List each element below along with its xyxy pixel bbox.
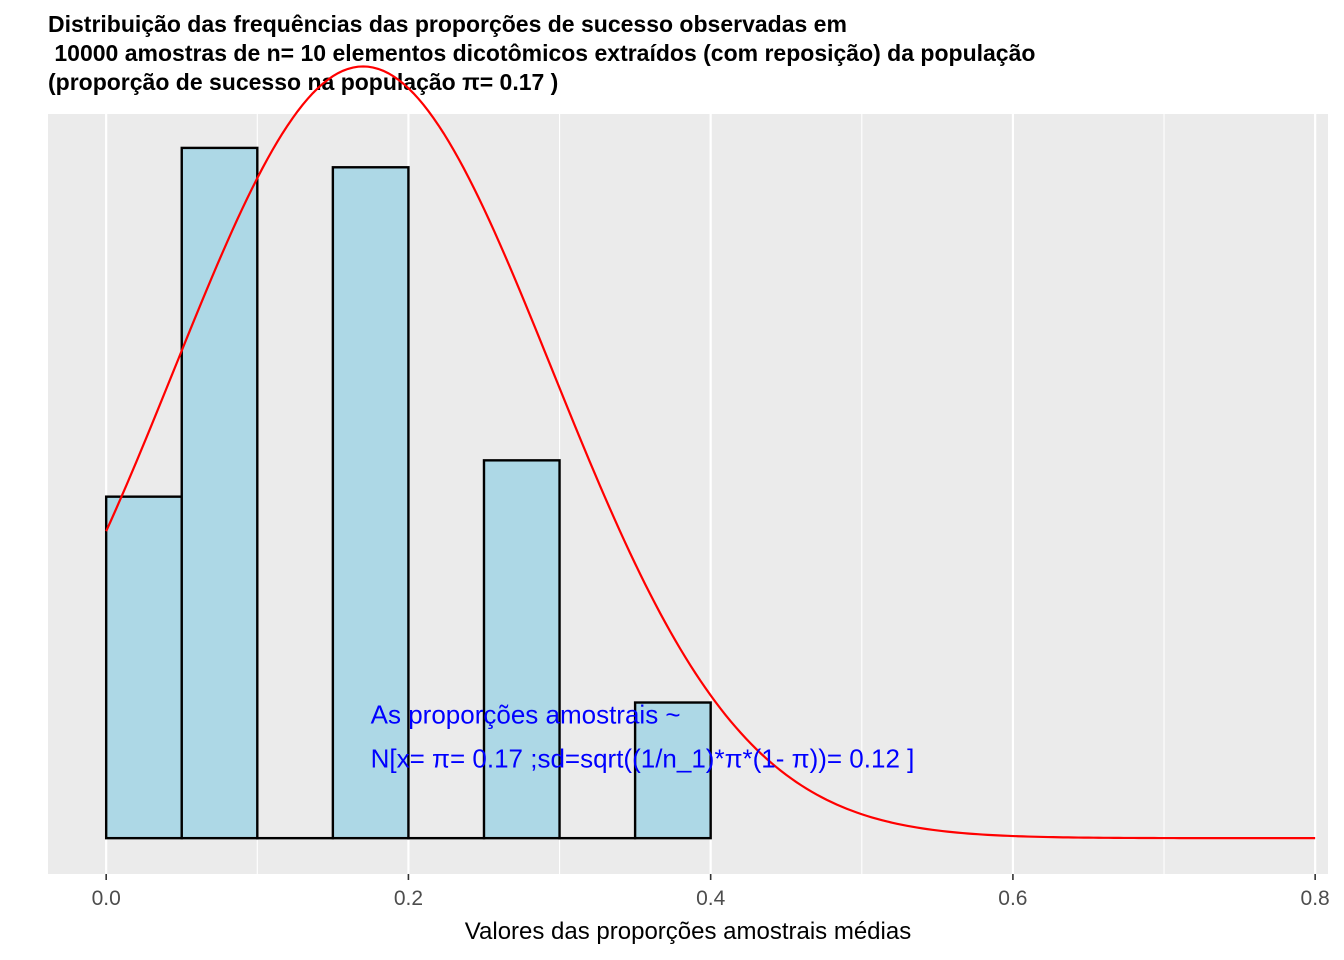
- x-axis-title: Valores das proporções amostrais médias: [465, 918, 911, 945]
- x-axis: 0.0 0.2 0.4 0.6 0.8: [92, 874, 1330, 910]
- histogram-bar: [633, 701, 712, 840]
- normal-curve-line: [105, 65, 1316, 840]
- x-tick-label: 0.8: [1301, 887, 1330, 910]
- x-tick-label: 0.0: [92, 887, 121, 910]
- histogram-bars: [104, 146, 712, 840]
- histogram-bar: [482, 459, 561, 840]
- histogram-bar: [331, 166, 410, 840]
- x-tick-label: 0.2: [394, 887, 423, 910]
- chart-title: Distribuição das frequências das proporç…: [48, 10, 1328, 97]
- chart-title-line-2: 10000 amostras de n= 10 elementos dicotô…: [48, 40, 1036, 66]
- x-tick-label: 0.4: [696, 887, 726, 910]
- histogram-bar: [180, 146, 259, 840]
- chart-title-line-3: (proporção de sucesso na população π= 0.…: [48, 69, 559, 95]
- chart-title-line-1: Distribuição das frequências das proporç…: [48, 11, 847, 37]
- annotation-line-2: N[x= π= 0.17 ;sd=sqrt((1/n_1)*π*(1- π))=…: [371, 743, 915, 773]
- x-tick-label: 0.6: [998, 887, 1027, 910]
- histogram-bar: [104, 495, 183, 840]
- annotation-group: As proporções amostrais ~ N[x= π= 0.17 ;…: [371, 699, 915, 773]
- annotation-line-1: As proporções amostrais ~: [371, 699, 681, 729]
